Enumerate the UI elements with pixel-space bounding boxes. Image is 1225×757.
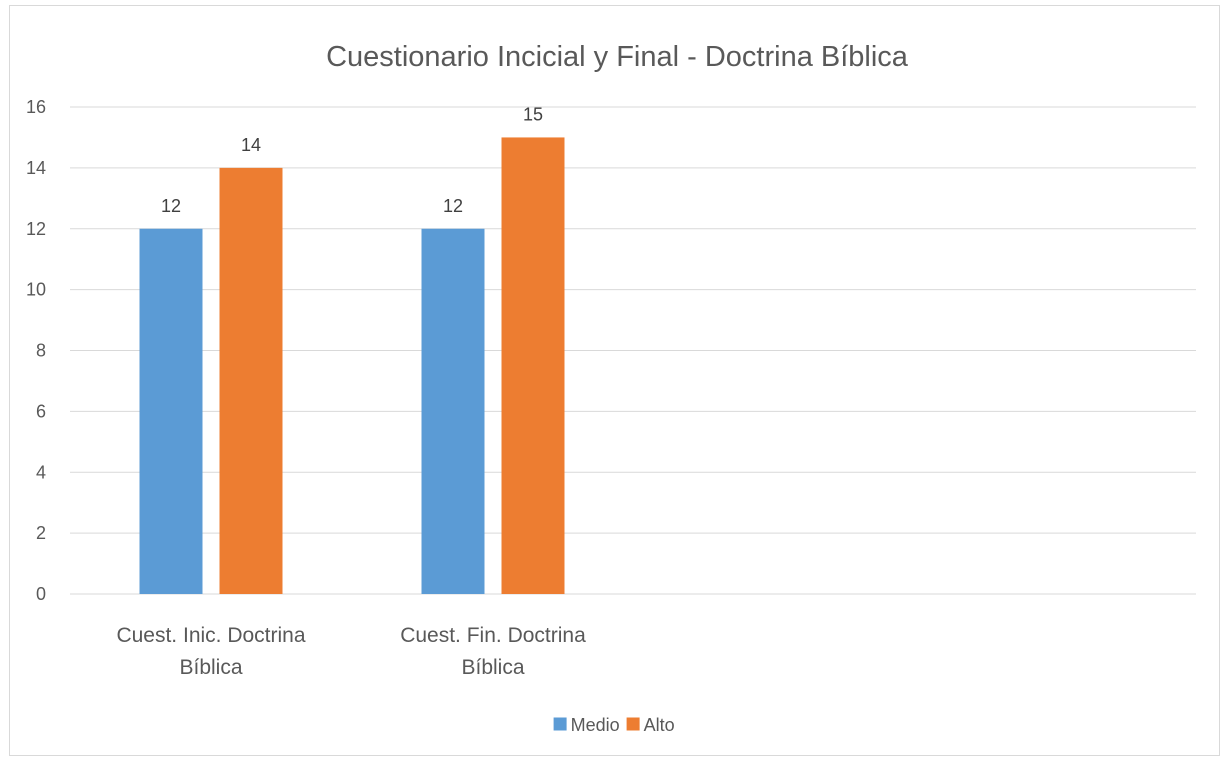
y-tick-label: 4	[36, 462, 46, 482]
legend-swatch-alto	[626, 717, 640, 731]
data-label: 12	[161, 196, 181, 216]
y-tick-label: 14	[26, 158, 46, 178]
legend-swatch-medio	[553, 717, 567, 731]
y-tick-label: 2	[36, 523, 46, 543]
y-tick-label: 0	[36, 584, 46, 604]
y-tick-label: 16	[26, 97, 46, 117]
y-axis: 0 2 4 6 8 10 12 14 16	[26, 97, 46, 604]
x-category-label: Bíblica	[179, 656, 242, 679]
chart-frame	[9, 5, 1220, 756]
legend-label-alto: Alto	[644, 715, 675, 735]
data-labels: 12 14 12 15	[161, 104, 543, 215]
bar-alto	[501, 137, 565, 594]
x-axis: Cuest. Inic. Doctrina Bíblica Cuest. Fin. …	[116, 624, 586, 679]
bar-alto	[219, 167, 283, 594]
data-label: 15	[523, 104, 543, 124]
x-category-label: Bíblica	[461, 656, 524, 679]
y-tick-label: 10	[26, 280, 46, 300]
bars	[139, 137, 565, 594]
y-tick-label: 6	[36, 401, 46, 421]
x-category-label: Cuest. Inic. Doctrina	[116, 624, 305, 647]
data-label: 14	[241, 135, 261, 155]
chart-title: Cuestionario Incicial y Final - Doctrina…	[326, 41, 909, 73]
bar-medio	[139, 228, 203, 594]
y-tick-label: 8	[36, 341, 46, 361]
data-label: 12	[443, 196, 463, 216]
legend-label-medio: Medio	[571, 715, 620, 735]
x-category-label: Cuest. Fin. Doctrina	[400, 624, 586, 647]
legend: Medio Alto	[553, 715, 675, 735]
bar-medio	[421, 228, 485, 594]
y-tick-label: 12	[26, 219, 46, 239]
